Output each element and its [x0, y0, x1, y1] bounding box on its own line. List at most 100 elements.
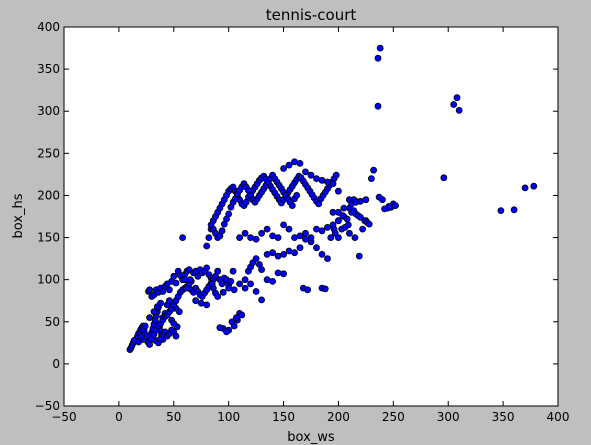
data-point — [324, 223, 331, 231]
data-point — [236, 280, 244, 288]
data-point — [345, 229, 353, 237]
data-point — [356, 213, 364, 221]
data-point — [274, 252, 282, 260]
data-point — [170, 272, 178, 280]
data-point — [223, 328, 230, 336]
data-point — [216, 324, 224, 332]
data-point — [269, 249, 277, 257]
data-point — [329, 221, 337, 229]
y-tick-label: 0 — [52, 357, 60, 371]
data-point — [247, 280, 255, 288]
y-axis-label: box_hs — [11, 193, 26, 238]
data-point — [157, 299, 165, 307]
y-tick-label: −50 — [35, 399, 60, 413]
x-tick-label: 250 — [382, 410, 405, 424]
data-point — [343, 215, 351, 223]
data-point — [455, 107, 463, 114]
data-point — [252, 235, 260, 243]
data-point — [392, 202, 399, 210]
data-point — [374, 54, 382, 62]
data-point — [296, 244, 304, 252]
data-point — [186, 276, 194, 284]
axis-ticks: −50 0 50 100 150 200 250 300 350 400 −50 0 50 100 150 2… — [35, 20, 570, 424]
data-point — [355, 252, 363, 260]
data-point — [263, 250, 271, 258]
data-point — [334, 234, 342, 242]
x-tick-label: 50 — [166, 410, 181, 424]
data-point — [263, 276, 271, 284]
data-point — [302, 235, 309, 243]
data-point — [351, 234, 359, 242]
data-point — [280, 270, 288, 278]
data-point — [258, 296, 266, 304]
data-point — [258, 266, 266, 274]
data-point — [274, 269, 282, 277]
data-point — [238, 311, 246, 319]
x-tick-label: 100 — [217, 410, 240, 424]
x-tick-label: 350 — [492, 410, 515, 424]
data-point — [285, 161, 293, 169]
data-point — [172, 332, 180, 340]
data-point — [344, 221, 352, 229]
data-point — [241, 276, 249, 284]
y-tick-label: 400 — [37, 20, 60, 34]
data-point — [334, 217, 342, 225]
data-point — [241, 284, 249, 292]
data-point — [370, 166, 378, 174]
data-point — [218, 227, 226, 235]
x-tick-label: −50 — [51, 410, 76, 424]
data-point — [280, 221, 288, 229]
data-point — [510, 206, 518, 214]
data-point — [263, 225, 271, 233]
data-point — [327, 234, 335, 242]
data-point — [378, 196, 386, 204]
data-point — [258, 229, 266, 237]
x-tick-label: 300 — [437, 410, 460, 424]
data-point — [232, 314, 240, 322]
data-point — [205, 234, 213, 242]
plot-area — [64, 27, 558, 406]
data-point — [227, 277, 235, 285]
data-point — [365, 220, 373, 228]
data-point — [165, 297, 173, 305]
data-point — [302, 168, 309, 176]
data-point — [203, 242, 211, 250]
plot-frame — [63, 26, 559, 407]
x-tick-label: 0 — [115, 410, 123, 424]
data-point — [304, 286, 312, 294]
y-tick-label: 350 — [37, 62, 60, 76]
chart-title: tennis-court — [266, 6, 357, 24]
data-point — [302, 229, 309, 237]
data-point — [183, 284, 191, 292]
data-point — [367, 175, 375, 183]
data-point — [192, 297, 200, 305]
data-point — [285, 247, 293, 255]
data-point — [274, 234, 282, 242]
data-point — [313, 225, 320, 233]
data-point — [497, 207, 505, 215]
data-point — [332, 171, 340, 179]
data-point — [203, 264, 211, 272]
data-point — [269, 232, 277, 240]
data-point — [450, 101, 458, 108]
data-point — [214, 267, 222, 275]
data-point — [225, 284, 233, 292]
data-point — [374, 102, 382, 110]
data-point — [252, 288, 260, 295]
data-point — [203, 301, 211, 309]
data-point — [179, 234, 187, 242]
data-point — [236, 234, 244, 242]
x-tick-label: 200 — [327, 410, 350, 424]
y-tick-label: 50 — [45, 315, 60, 329]
data-point — [141, 322, 149, 330]
data-point — [307, 171, 315, 179]
data-point — [521, 184, 529, 192]
data-point — [359, 225, 367, 233]
y-tick-label: 250 — [37, 146, 60, 160]
data-point — [214, 293, 222, 300]
data-point — [321, 285, 329, 293]
data-point — [288, 202, 296, 210]
data-point — [280, 250, 288, 258]
data-point — [362, 196, 370, 204]
